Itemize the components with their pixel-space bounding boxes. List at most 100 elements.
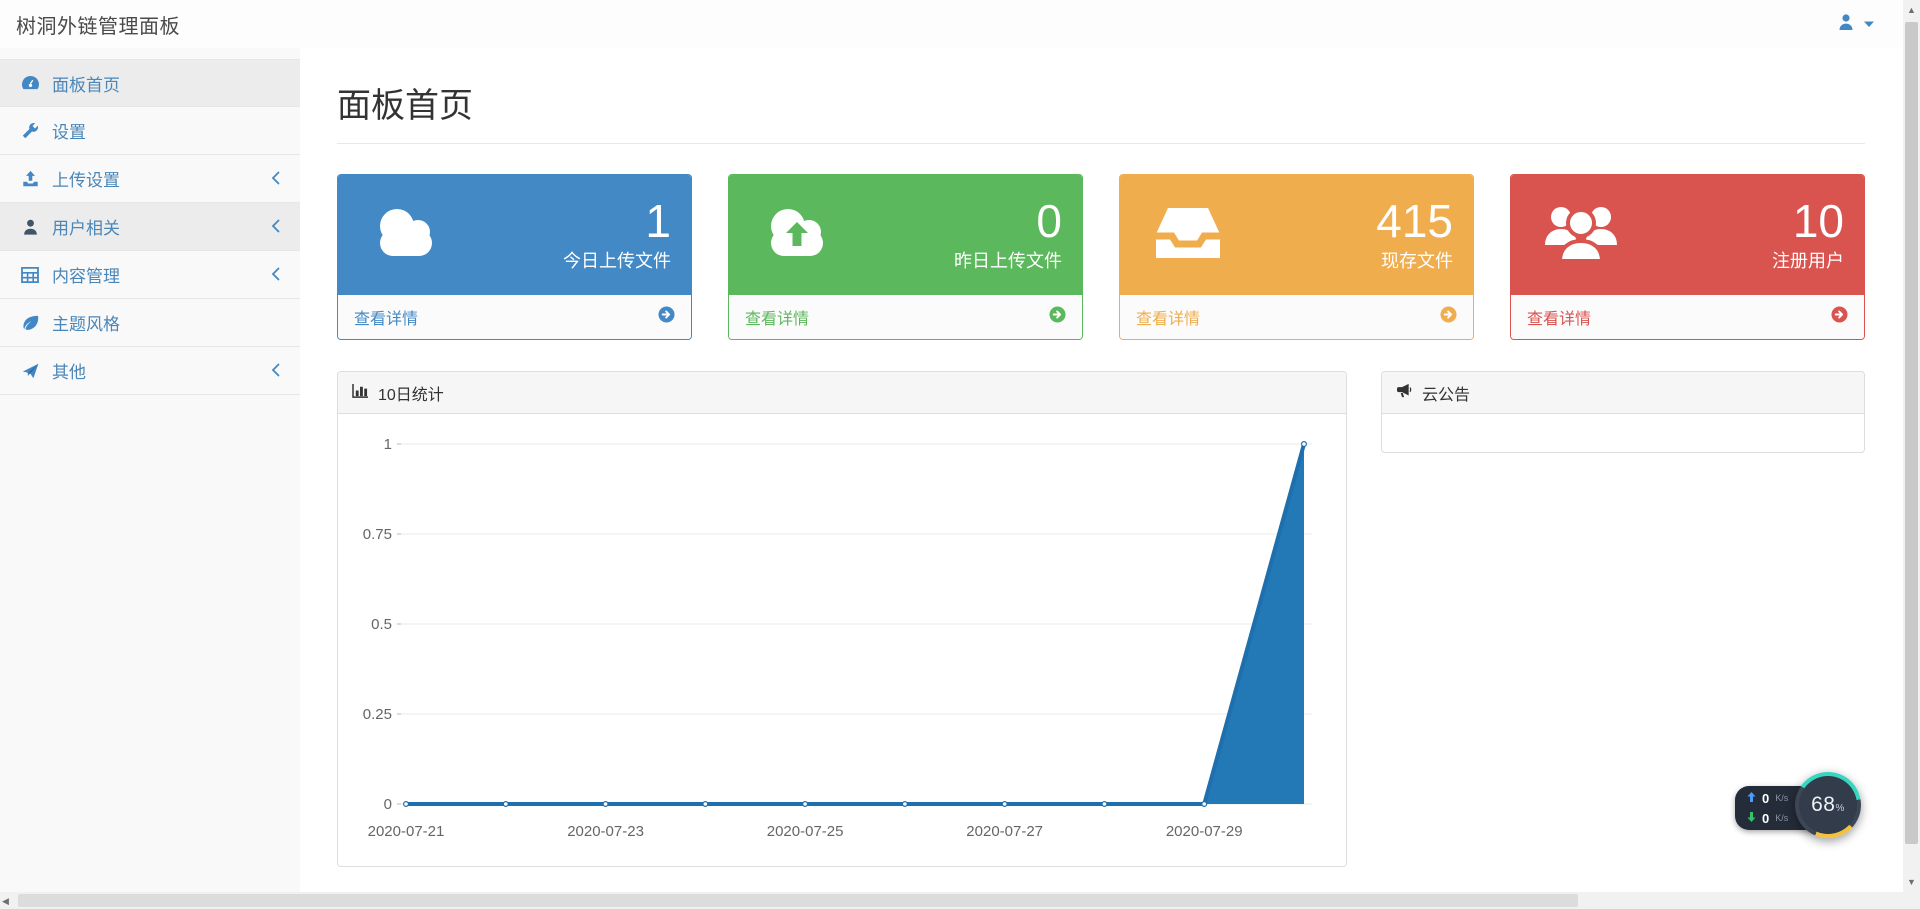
scroll-up-arrow[interactable]: ▲ [1907, 5, 1916, 15]
leaf-icon [19, 313, 41, 333]
top-navbar: 树洞外链管理面板 [0, 0, 1903, 48]
arrow-circle-right-icon [1831, 306, 1848, 328]
svg-text:2020-07-23: 2020-07-23 [567, 823, 644, 840]
arrow-up-icon [1747, 789, 1756, 807]
table-icon [19, 265, 41, 285]
info-box-today-uploads: 1 今日上传文件 查看详情 [337, 174, 692, 340]
sidebar-item-label: 内容管理 [52, 267, 120, 286]
arrow-circle-right-icon [1440, 306, 1457, 328]
announcement-panel-header: 云公告 [1382, 372, 1864, 414]
bullhorn-icon [1396, 383, 1413, 403]
info-box-label: 现存文件 [1381, 251, 1453, 272]
cloud-icon [366, 202, 454, 269]
stats-chart-area: 0 0.25 0.5 0.75 1 2020-07-21 2020-07-23 2020-07… [338, 414, 1346, 866]
svg-text:0.5: 0.5 [371, 616, 392, 633]
chevron-left-icon [271, 218, 280, 238]
app-title: 树洞外链管理面板 [16, 15, 180, 38]
sidebar-item-other[interactable]: 其他 [0, 347, 300, 395]
main-content: 面板首页 1 今日上传文件 查看详情 [300, 48, 1903, 892]
sidebar-item-content[interactable]: 内容管理 [0, 251, 300, 299]
download-speed-unit: K/s [1775, 813, 1789, 823]
announcement-body [1382, 414, 1864, 452]
sidebar-item-label: 其他 [52, 363, 86, 382]
stats-panel: 10日统计 0 0.25 0.5 0.75 1 2020-07-21 2020-07-23 2… [337, 371, 1347, 867]
horizontal-scroll-thumb[interactable] [18, 894, 1578, 907]
cloud-upload-icon [757, 202, 845, 269]
info-box-registered-users: 10 注册用户 查看详情 [1510, 174, 1865, 340]
sidebar: 面板首页 设置 上传设置 用户相关 [0, 48, 300, 892]
bar-chart-icon [352, 383, 369, 403]
svg-text:0: 0 [384, 796, 392, 813]
sidebar-item-dashboard[interactable]: 面板首页 [0, 59, 300, 107]
info-box-detail-link[interactable]: 查看详情 [729, 295, 1082, 339]
info-box-value: 0 [1036, 194, 1062, 247]
gauge-percent-value: 68 [1811, 793, 1836, 816]
users-icon [1539, 201, 1627, 270]
info-box-label: 昨日上传文件 [954, 251, 1062, 272]
paper-plane-icon [19, 361, 41, 381]
user-menu[interactable] [1836, 12, 1875, 37]
sidebar-item-label: 用户相关 [52, 219, 120, 238]
dashboard-icon [19, 73, 41, 93]
chevron-left-icon [271, 170, 280, 190]
info-box-yesterday-uploads: 0 昨日上传文件 查看详情 [728, 174, 1083, 340]
download-speed-value: 0 [1762, 810, 1770, 826]
vertical-scroll-thumb[interactable] [1905, 22, 1918, 844]
sidebar-item-label: 主题风格 [52, 315, 120, 334]
announcement-panel-title: 云公告 [1422, 386, 1471, 404]
svg-text:1: 1 [384, 436, 392, 453]
sidebar-item-theme[interactable]: 主题风格 [0, 299, 300, 347]
title-divider [337, 143, 1865, 144]
arrow-down-icon [1747, 809, 1756, 827]
svg-text:2020-07-27: 2020-07-27 [966, 823, 1043, 840]
upload-speed-row: 0 K/s [1747, 790, 1827, 806]
info-box-value: 1 [645, 194, 671, 247]
page-title: 面板首页 [337, 87, 473, 125]
user-icon [1836, 12, 1856, 37]
arrow-circle-right-icon [658, 306, 675, 328]
stats-panel-title: 10日统计 [378, 386, 444, 404]
info-box-value: 415 [1376, 194, 1453, 247]
info-box-value: 10 [1792, 194, 1844, 247]
info-box-label: 今日上传文件 [563, 251, 671, 272]
sidebar-item-label: 面板首页 [52, 75, 120, 95]
memory-gauge[interactable]: 68% [1795, 772, 1861, 838]
upload-speed-value: 0 [1762, 790, 1770, 806]
sidebar-item-label: 设置 [52, 123, 86, 142]
svg-text:2020-07-25: 2020-07-25 [767, 823, 844, 840]
scroll-left-arrow[interactable]: ◀ [2, 896, 9, 906]
user-icon [19, 217, 41, 237]
chevron-left-icon [271, 266, 280, 286]
sidebar-item-label: 上传设置 [52, 171, 120, 190]
caret-down-icon [1863, 15, 1875, 33]
vertical-scrollbar[interactable]: ▲ ▼ [1903, 0, 1920, 892]
stats-panel-header: 10日统计 [338, 372, 1346, 414]
info-box-detail-link[interactable]: 查看详情 [1511, 295, 1864, 339]
svg-text:2020-07-29: 2020-07-29 [1166, 823, 1243, 840]
gauge-inner-disc [1799, 776, 1857, 834]
wrench-icon [19, 121, 41, 141]
arrow-circle-right-icon [1049, 306, 1066, 328]
info-box-detail-link[interactable]: 查看详情 [338, 295, 691, 339]
sidebar-item-settings[interactable]: 设置 [0, 107, 300, 155]
horizontal-scrollbar[interactable]: ◀ [0, 892, 1920, 909]
info-box-stored-files: 415 现存文件 查看详情 [1119, 174, 1474, 340]
sidebar-item-upload-settings[interactable]: 上传设置 [0, 155, 300, 203]
area-chart: 0 0.25 0.5 0.75 1 2020-07-21 2020-07-23 2020-07… [363, 436, 1312, 840]
chevron-left-icon [271, 362, 280, 382]
scroll-down-arrow[interactable]: ▼ [1907, 877, 1916, 887]
upload-speed-unit: K/s [1775, 793, 1789, 803]
info-boxes-row: 1 今日上传文件 查看详情 0 [337, 174, 1865, 340]
download-speed-row: 0 K/s [1747, 810, 1827, 826]
speed-monitor-widget[interactable]: 0 K/s 0 K/s 68% [1735, 772, 1865, 842]
svg-text:2020-07-21: 2020-07-21 [368, 823, 445, 840]
announcement-panel: 云公告 [1381, 371, 1865, 453]
svg-text:0.25: 0.25 [363, 706, 392, 723]
info-box-label: 注册用户 [1772, 251, 1844, 272]
panels-row: 10日统计 0 0.25 0.5 0.75 1 2020-07-21 2020-07-23 2… [337, 371, 1865, 867]
upload-icon [19, 169, 41, 189]
gauge-percent-symbol: % [1835, 803, 1845, 814]
info-box-detail-link[interactable]: 查看详情 [1120, 295, 1473, 339]
sidebar-item-users[interactable]: 用户相关 [0, 203, 300, 251]
